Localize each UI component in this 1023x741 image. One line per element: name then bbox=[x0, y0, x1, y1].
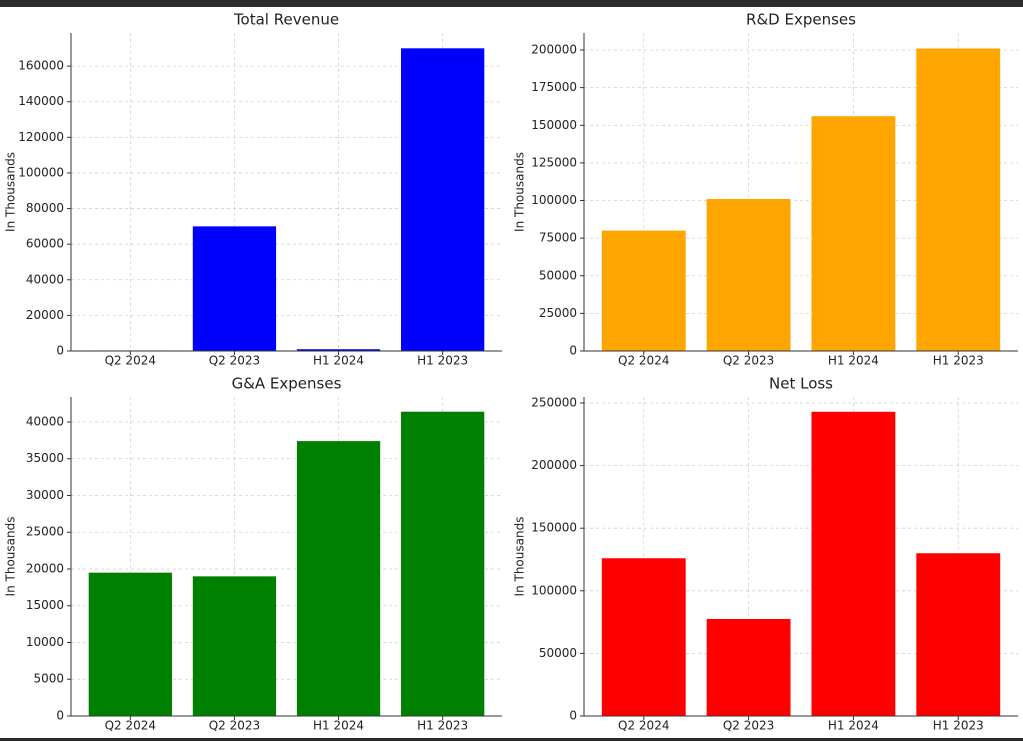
x-tick-label: Q2 2023 bbox=[209, 719, 260, 733]
x-tick-label: Q2 2024 bbox=[105, 354, 156, 368]
x-tick-label: H1 2023 bbox=[417, 719, 468, 733]
x-tick-label: Q2 2023 bbox=[209, 354, 260, 368]
y-tick-label: 200000 bbox=[531, 458, 577, 472]
y-tick-label: 100000 bbox=[531, 193, 577, 207]
y-tick-label: 50000 bbox=[539, 268, 577, 282]
y-axis-label: In Thousands bbox=[513, 517, 527, 597]
y-tick-label: 25000 bbox=[26, 525, 64, 539]
y-axis-label: In Thousands bbox=[513, 152, 527, 232]
x-tick-label: H1 2023 bbox=[933, 354, 984, 368]
bar bbox=[296, 349, 381, 351]
y-tick-label: 100000 bbox=[18, 165, 64, 179]
x-tick-label: Q2 2024 bbox=[105, 719, 156, 733]
y-tick-label: 40000 bbox=[26, 414, 64, 428]
bar bbox=[811, 411, 896, 716]
bar bbox=[401, 411, 485, 716]
x-tick-label: H1 2024 bbox=[313, 354, 364, 368]
chart-title: G&A Expenses bbox=[232, 375, 342, 393]
bar bbox=[296, 441, 381, 716]
y-tick-label: 0 bbox=[569, 344, 577, 358]
bar bbox=[916, 48, 1001, 351]
bar bbox=[811, 116, 896, 352]
bar bbox=[601, 558, 686, 716]
y-tick-label: 150000 bbox=[531, 118, 577, 132]
chart-title: Total Revenue bbox=[233, 11, 339, 29]
chart-title: Net Loss bbox=[769, 375, 833, 393]
y-tick-label: 25000 bbox=[539, 306, 577, 320]
y-tick-label: 160000 bbox=[18, 59, 64, 73]
x-tick-label: H1 2023 bbox=[417, 354, 468, 368]
bottom-bar bbox=[0, 738, 1023, 741]
x-tick-label: H1 2024 bbox=[313, 719, 364, 733]
bar bbox=[706, 198, 791, 351]
x-tick-label: Q2 2024 bbox=[618, 354, 669, 368]
bar bbox=[601, 230, 686, 351]
y-tick-label: 5000 bbox=[33, 672, 64, 686]
top-bar bbox=[0, 0, 1023, 7]
y-tick-label: 140000 bbox=[18, 94, 64, 108]
bar bbox=[192, 576, 277, 716]
bar bbox=[192, 226, 277, 351]
y-tick-label: 250000 bbox=[531, 396, 577, 410]
y-tick-label: 10000 bbox=[26, 635, 64, 649]
bar bbox=[88, 572, 172, 716]
y-tick-label: 175000 bbox=[531, 80, 577, 94]
x-tick-label: H1 2023 bbox=[933, 719, 984, 733]
y-tick-label: 20000 bbox=[26, 561, 64, 575]
bar bbox=[401, 48, 485, 351]
y-axis-label: In Thousands bbox=[4, 517, 18, 597]
y-tick-label: 100000 bbox=[531, 583, 577, 597]
y-tick-label: 120000 bbox=[18, 130, 64, 144]
bar bbox=[706, 618, 791, 716]
y-tick-label: 0 bbox=[56, 709, 64, 723]
y-tick-label: 40000 bbox=[26, 272, 64, 286]
y-tick-label: 150000 bbox=[531, 521, 577, 535]
y-tick-label: 60000 bbox=[26, 237, 64, 251]
y-tick-label: 50000 bbox=[539, 646, 577, 660]
y-tick-label: 200000 bbox=[531, 43, 577, 57]
y-tick-label: 0 bbox=[569, 709, 577, 723]
y-tick-label: 35000 bbox=[26, 451, 64, 465]
x-tick-label: Q2 2023 bbox=[723, 354, 774, 368]
y-tick-label: 80000 bbox=[26, 201, 64, 215]
x-tick-label: H1 2024 bbox=[828, 354, 879, 368]
y-tick-label: 0 bbox=[56, 344, 64, 358]
y-tick-label: 15000 bbox=[26, 598, 64, 612]
x-tick-label: Q2 2024 bbox=[618, 719, 669, 733]
x-tick-label: Q2 2023 bbox=[723, 719, 774, 733]
y-tick-label: 30000 bbox=[26, 488, 64, 502]
x-tick-label: H1 2024 bbox=[828, 719, 879, 733]
y-tick-label: 125000 bbox=[531, 155, 577, 169]
y-tick-label: 20000 bbox=[26, 308, 64, 322]
chart-title: R&D Expenses bbox=[746, 11, 856, 29]
y-axis-label: In Thousands bbox=[4, 152, 18, 232]
y-tick-label: 75000 bbox=[539, 231, 577, 245]
bar bbox=[916, 553, 1001, 716]
